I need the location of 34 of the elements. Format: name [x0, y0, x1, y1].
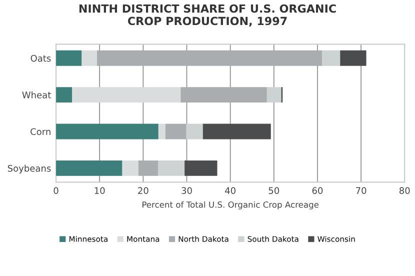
bar [340, 50, 366, 66]
chart-title: NINTH DISTRICT SHARE OF U.S. ORGANIC CROP PRODUCTION, 1997 [79, 4, 336, 27]
x-tick-label: 80 [399, 187, 410, 194]
y-tick-label: Oats [30, 54, 51, 62]
x-tick-label: 70 [356, 187, 366, 194]
bar [56, 124, 158, 140]
y-tick-label: Wheat [22, 91, 51, 98]
y-tick-label: Corn [30, 128, 50, 136]
x-tick-label: 30 [182, 187, 192, 194]
bar [96, 50, 322, 66]
x-tick-label: 0 [54, 187, 58, 194]
y-tick-label: Soybeans [8, 164, 51, 174]
bar [122, 160, 138, 176]
bar [82, 50, 97, 66]
x-tick-label: 20 [138, 187, 148, 194]
bar [72, 87, 181, 103]
bar [186, 124, 203, 140]
bar [165, 124, 186, 140]
x-tick-label: 50 [268, 187, 280, 194]
bar [158, 160, 185, 176]
bar [56, 87, 72, 103]
bar [180, 87, 267, 103]
x-tick-label: 60 [312, 187, 323, 194]
bar [322, 50, 340, 66]
bar [56, 50, 82, 66]
bar [202, 124, 271, 140]
x-tick-label: 10 [94, 187, 105, 194]
bar [56, 160, 122, 176]
bar [158, 124, 166, 140]
x-axis-title: Percent of Total U.S. Organic Crop Acreage [142, 201, 319, 210]
x-tick-label: 40 [225, 187, 236, 194]
bar [138, 160, 158, 176]
bar [266, 87, 282, 103]
bar [184, 160, 218, 176]
